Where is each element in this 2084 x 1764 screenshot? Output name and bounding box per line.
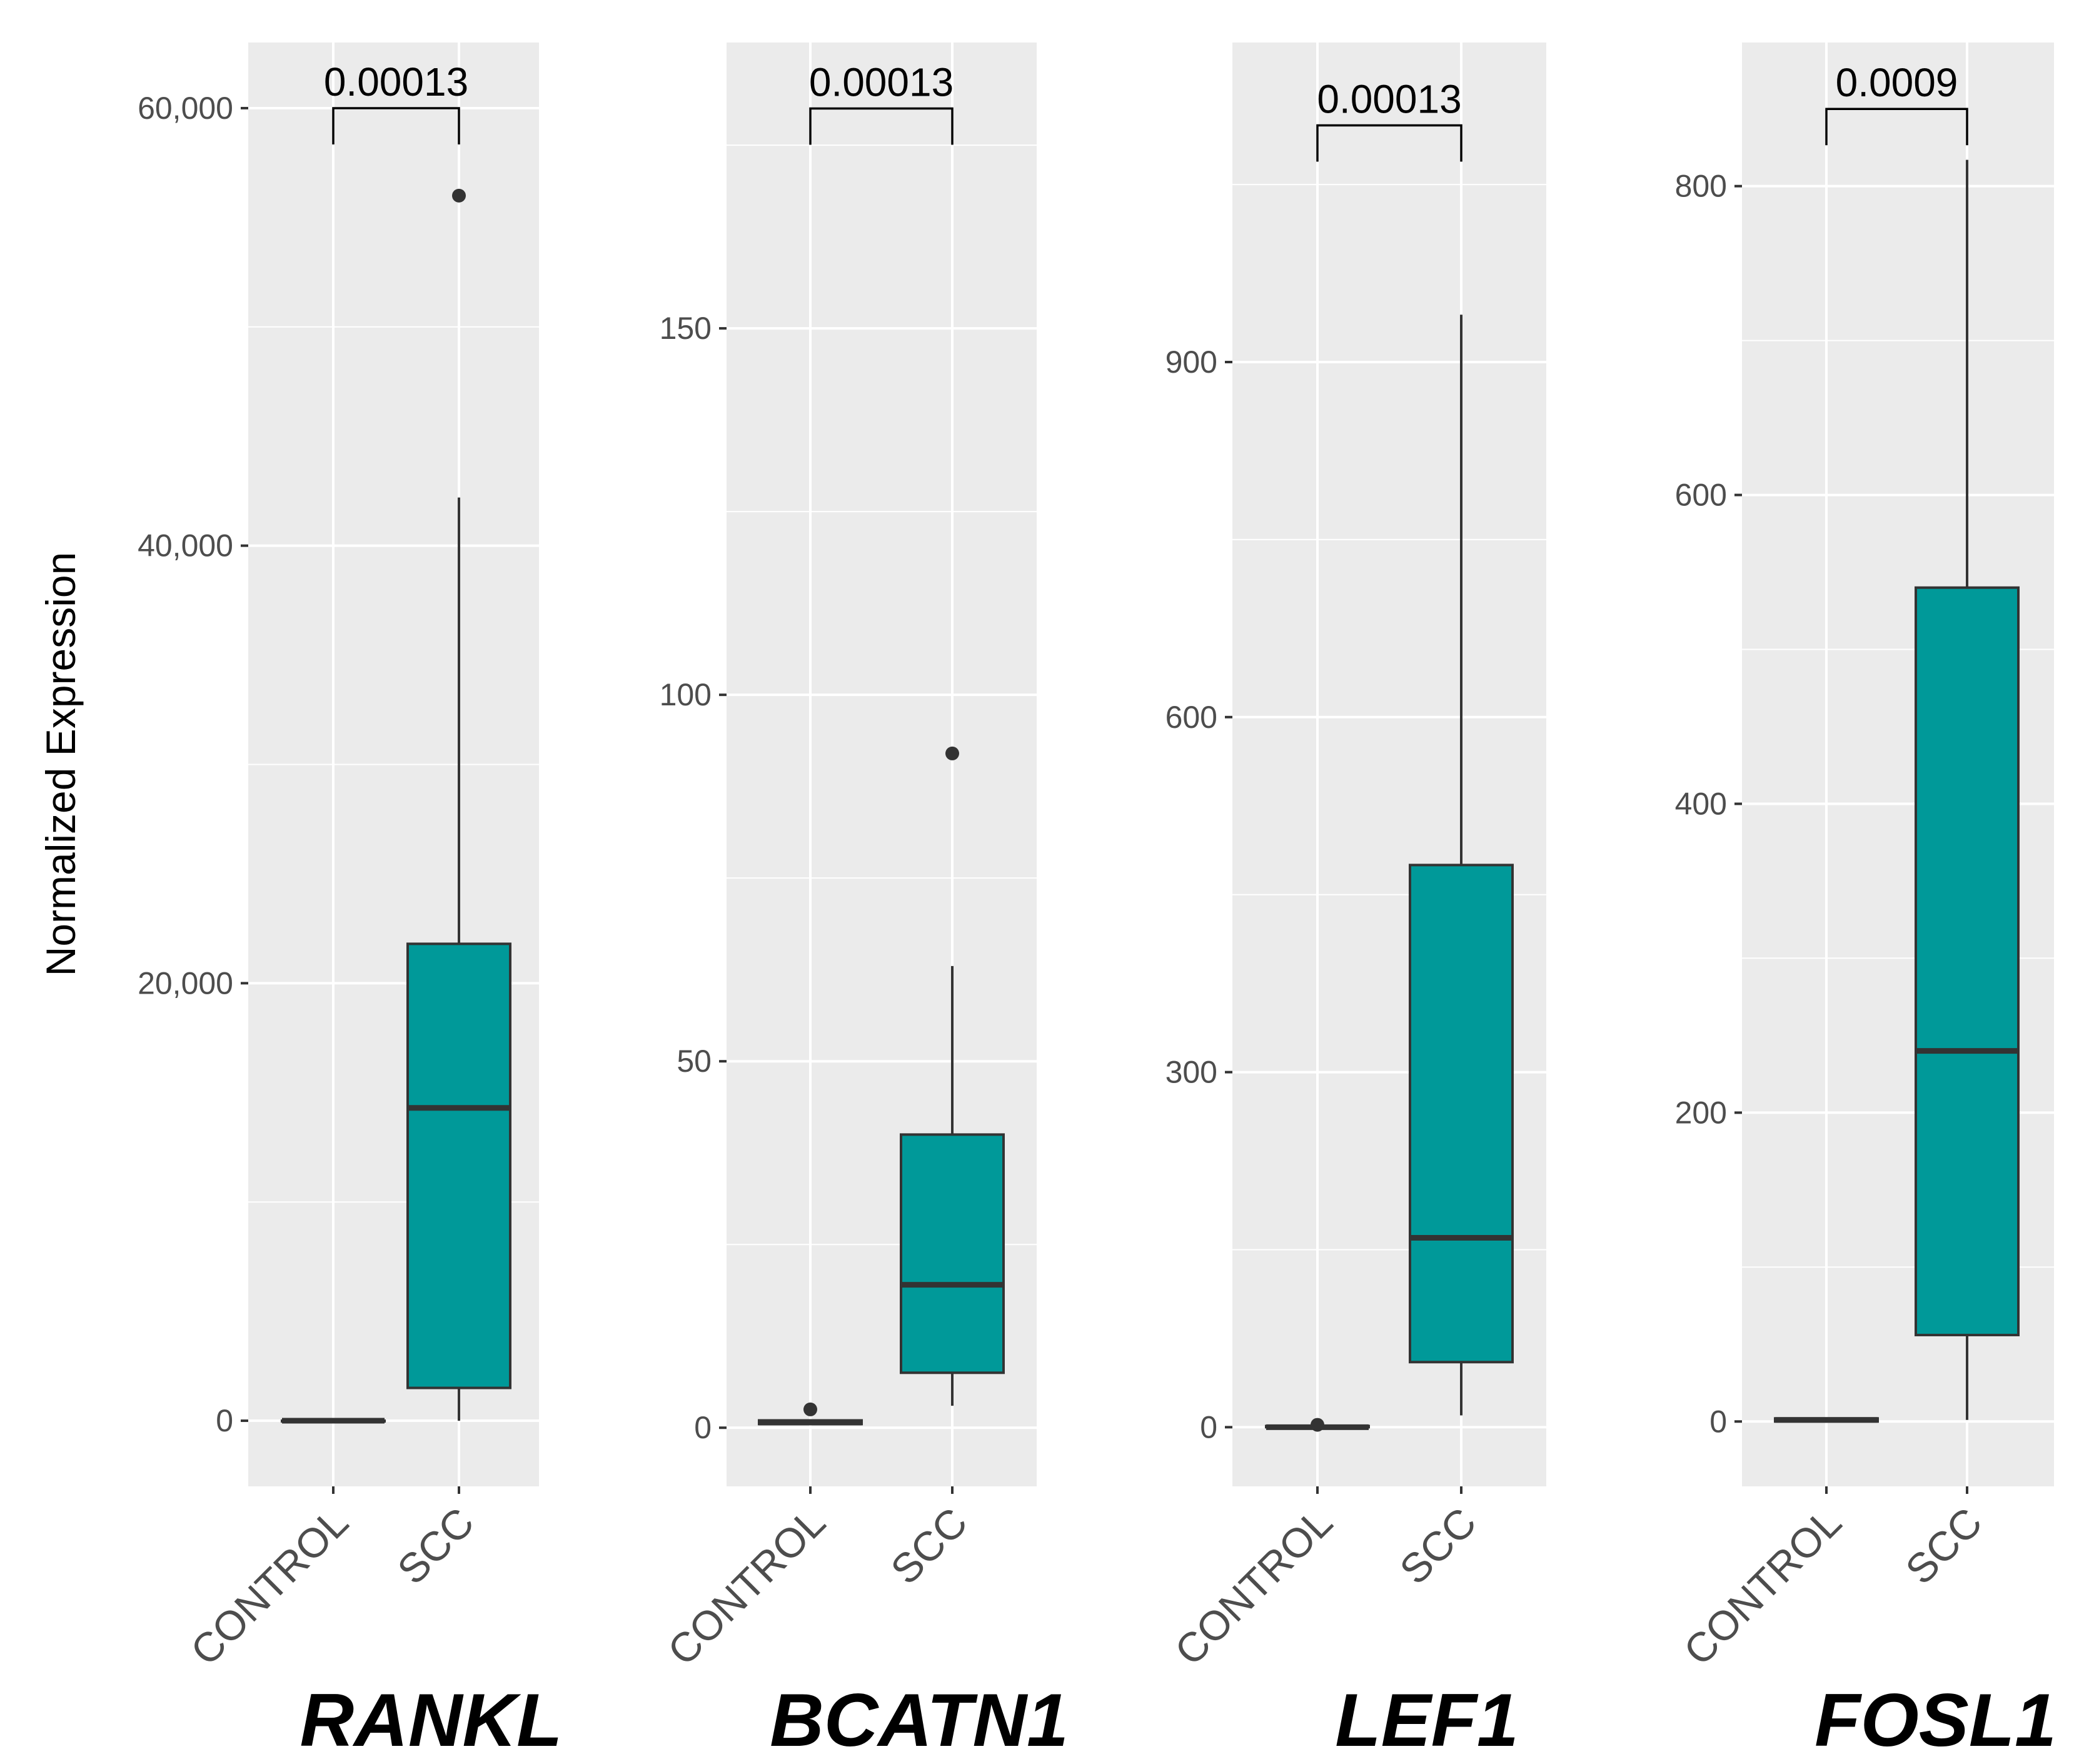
y-tick-label: 100 (660, 677, 712, 712)
outlier-point (1311, 1418, 1324, 1432)
gene-title: LEF1 (1335, 1678, 1518, 1762)
y-tick-label: 150 (660, 311, 712, 346)
x-tick-label: SCC (388, 1499, 483, 1593)
x-tick-label: CONTROL (1165, 1499, 1341, 1675)
y-tick-label: 0 (1200, 1409, 1217, 1444)
y-tick-label: 60,000 (138, 91, 233, 126)
y-tick-label: 200 (1675, 1095, 1727, 1130)
y-tick-label: 20,000 (138, 965, 233, 1000)
p-value-label: 0.0009 (1836, 60, 1958, 105)
y-tick-label: 400 (1675, 786, 1727, 821)
x-tick-label: SCC (1391, 1499, 1485, 1593)
box-iqr (1409, 864, 1514, 1364)
gene-title: RANKL (300, 1678, 563, 1762)
y-tick-label: 900 (1165, 345, 1217, 380)
y-tick-label: 0 (216, 1403, 233, 1438)
y-axis-label: Normalized Expression (38, 552, 84, 977)
gene-title: FOSL1 (1815, 1678, 2056, 1762)
box-iqr (406, 942, 511, 1389)
outlier-point (803, 1402, 817, 1416)
y-tick-label: 300 (1165, 1055, 1217, 1090)
y-tick-label: 600 (1165, 700, 1217, 735)
x-tick-label: SCC (1896, 1499, 1991, 1593)
gene-title: BCATN1 (770, 1678, 1069, 1762)
box-iqr (1915, 586, 2020, 1336)
x-tick-label: CONTROL (1674, 1499, 1850, 1675)
y-tick-label: 40,000 (138, 528, 233, 563)
significance-bracket (1825, 108, 1968, 146)
significance-bracket (332, 107, 460, 144)
p-value-label: 0.00013 (809, 59, 954, 104)
p-value-label: 0.00013 (1317, 76, 1461, 121)
y-tick-label: 800 (1675, 169, 1727, 204)
y-tick-label: 600 (1675, 478, 1727, 513)
significance-bracket (809, 107, 954, 145)
y-tick-label: 0 (1709, 1404, 1727, 1439)
y-tick-label: 50 (677, 1044, 712, 1079)
x-tick-label: SCC (882, 1499, 976, 1593)
outlier-point (945, 746, 959, 760)
x-tick-label: CONTROL (658, 1499, 834, 1675)
box-iqr (900, 1133, 1005, 1374)
p-value-label: 0.00013 (324, 59, 468, 104)
significance-bracket (1316, 124, 1462, 162)
x-tick-label: CONTROL (181, 1499, 357, 1675)
y-tick-label: 0 (694, 1410, 712, 1445)
outlier-point (452, 188, 466, 203)
